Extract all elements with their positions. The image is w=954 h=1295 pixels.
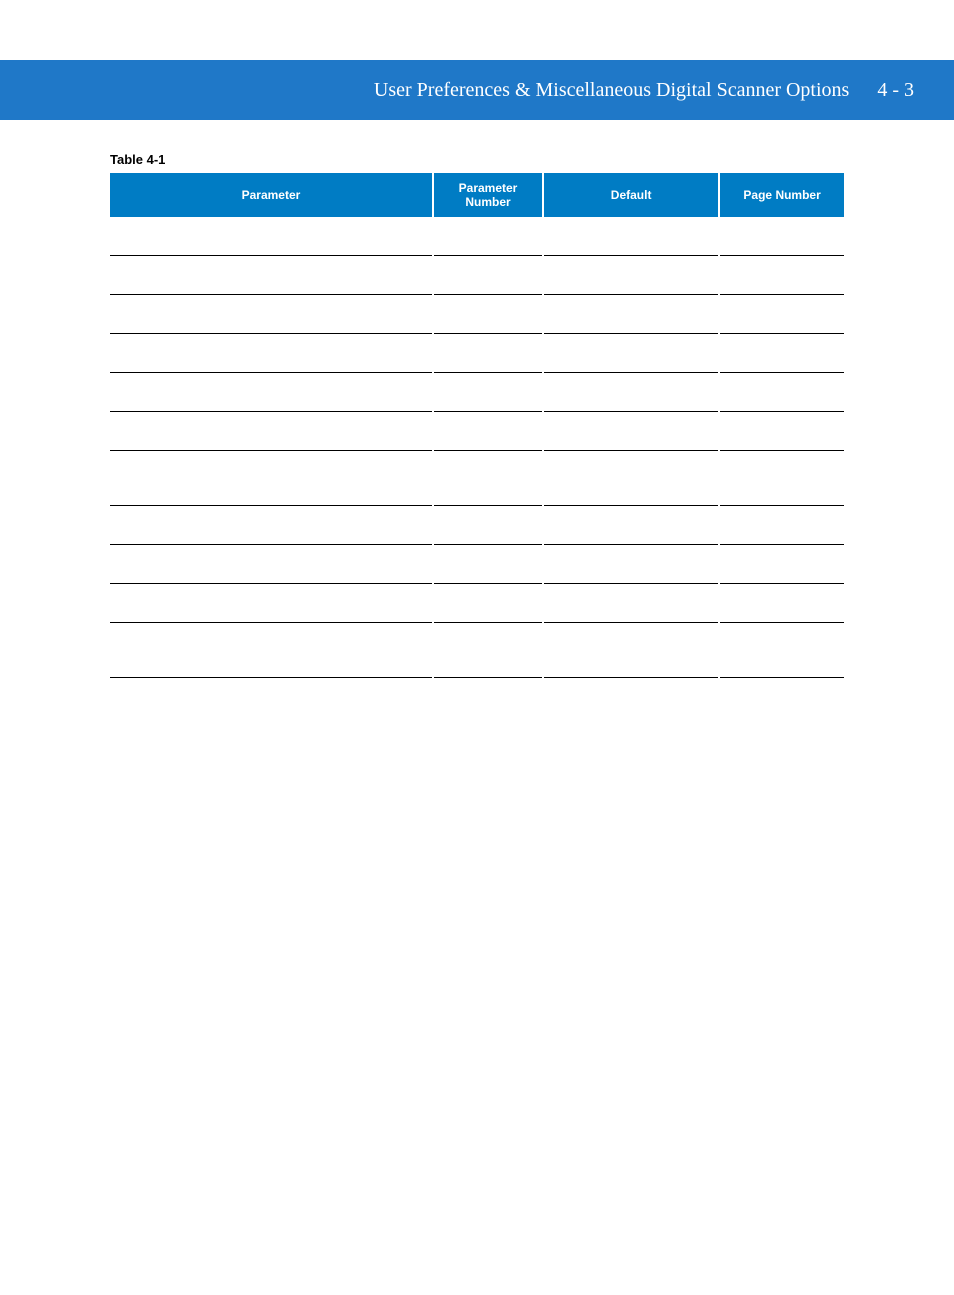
col-header-page-number: Page Number bbox=[719, 173, 844, 217]
table-row bbox=[110, 217, 844, 256]
table-row bbox=[110, 256, 844, 295]
parameter-table: Parameter Parameter Number Default Page … bbox=[110, 173, 844, 678]
header-title: User Preferences & Miscellaneous Digital… bbox=[374, 79, 849, 102]
table-row bbox=[110, 584, 844, 623]
table-caption: Table 4-1 bbox=[110, 152, 844, 167]
table-row bbox=[110, 295, 844, 334]
table-row bbox=[110, 506, 844, 545]
table-header-row: Parameter Parameter Number Default Page … bbox=[110, 173, 844, 217]
table-row bbox=[110, 451, 844, 506]
table-section-row bbox=[110, 334, 844, 373]
content-area: Table 4-1 Parameter Parameter Number Def… bbox=[0, 120, 954, 678]
table-row bbox=[110, 623, 844, 678]
col-header-parameter-number: Parameter Number bbox=[433, 173, 543, 217]
header-page-number: 4 - 3 bbox=[877, 79, 914, 102]
col-header-default: Default bbox=[543, 173, 719, 217]
table-row bbox=[110, 545, 844, 584]
table-row bbox=[110, 412, 844, 451]
table-row bbox=[110, 373, 844, 412]
page: User Preferences & Miscellaneous Digital… bbox=[0, 60, 954, 1295]
header-band: User Preferences & Miscellaneous Digital… bbox=[0, 60, 954, 120]
col-header-parameter: Parameter bbox=[110, 173, 433, 217]
